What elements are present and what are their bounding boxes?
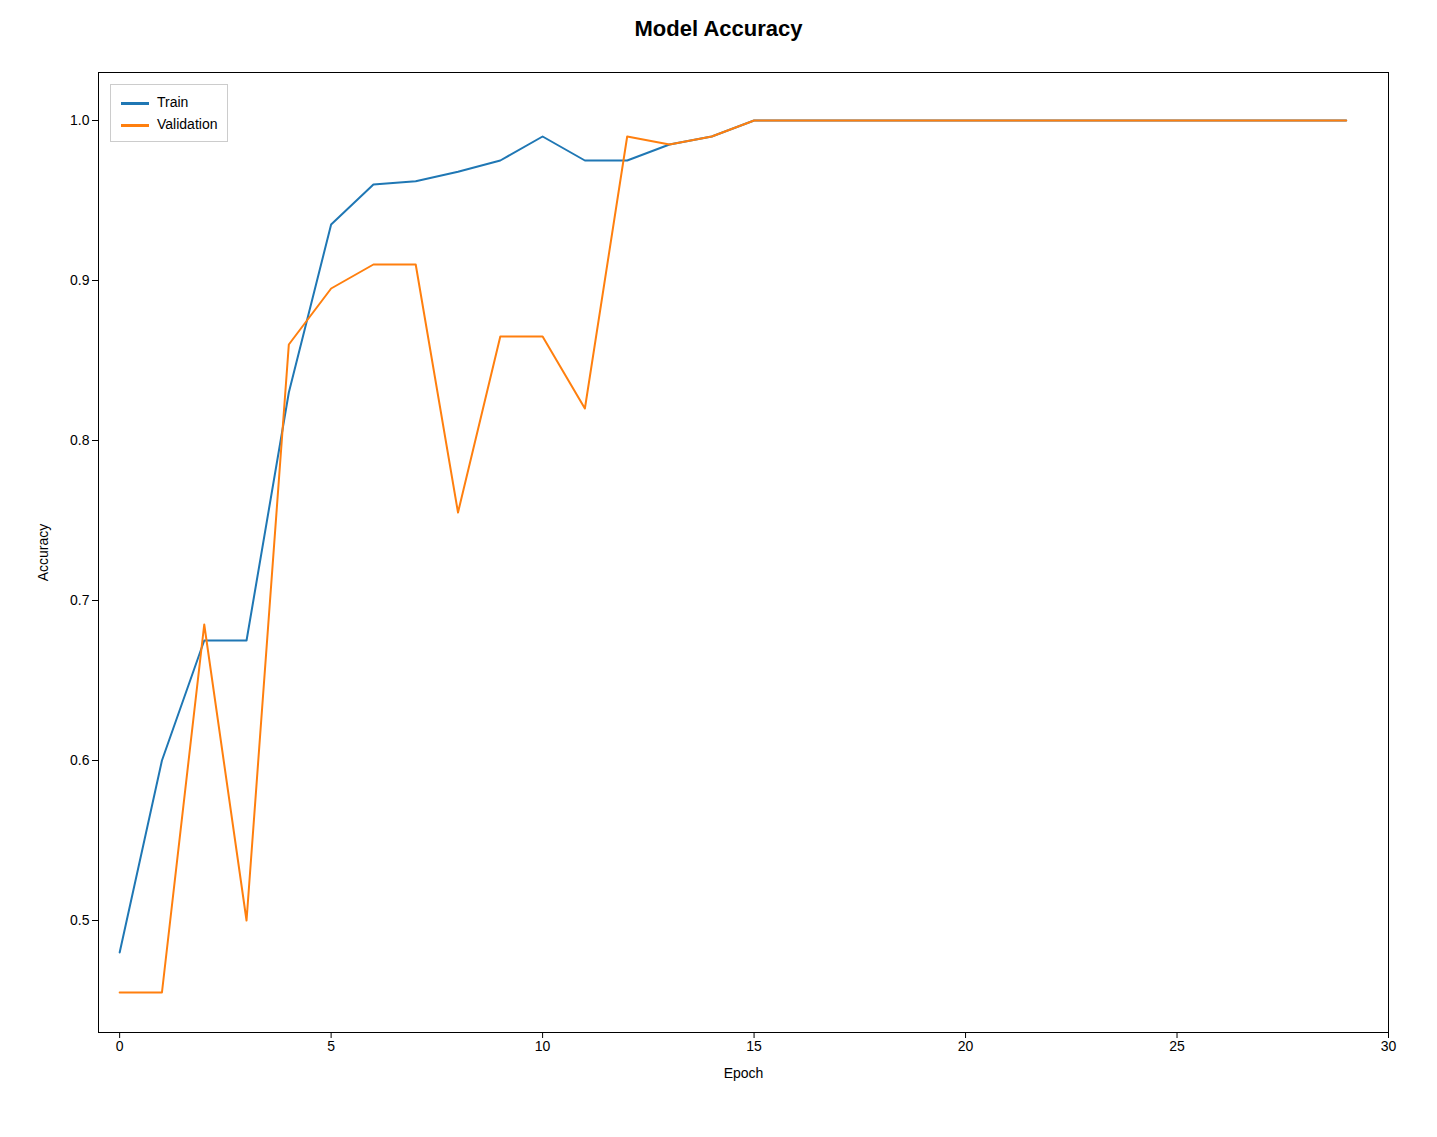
html-text:Model Accuracy: Model Accuracy (634, 16, 803, 41)
svg-text:20: 20 (958, 1038, 974, 1054)
svg-text:25: 25 (1169, 1038, 1185, 1054)
svg-text:30: 30 (1381, 1038, 1397, 1054)
svg-text:15: 15 (746, 1038, 762, 1054)
svg-text:Epoch: Epoch (724, 1065, 764, 1081)
svg-text:1.0: 1.0 (70, 112, 90, 128)
svg-text:0: 0 (116, 1038, 124, 1054)
svg-text:0.5: 0.5 (70, 912, 90, 928)
svg-text:0.8: 0.8 (70, 432, 90, 448)
svg-text:5: 5 (327, 1038, 335, 1054)
svg-text:0.9: 0.9 (70, 272, 90, 288)
html-text:Validation: Validation (157, 116, 218, 132)
svg-text:10: 10 (535, 1038, 551, 1054)
svg-text:0.7: 0.7 (70, 592, 90, 608)
svg-text:Accuracy: Accuracy (35, 524, 51, 582)
html-text:Train: Train (157, 94, 189, 110)
svg-text:0.6: 0.6 (70, 752, 90, 768)
